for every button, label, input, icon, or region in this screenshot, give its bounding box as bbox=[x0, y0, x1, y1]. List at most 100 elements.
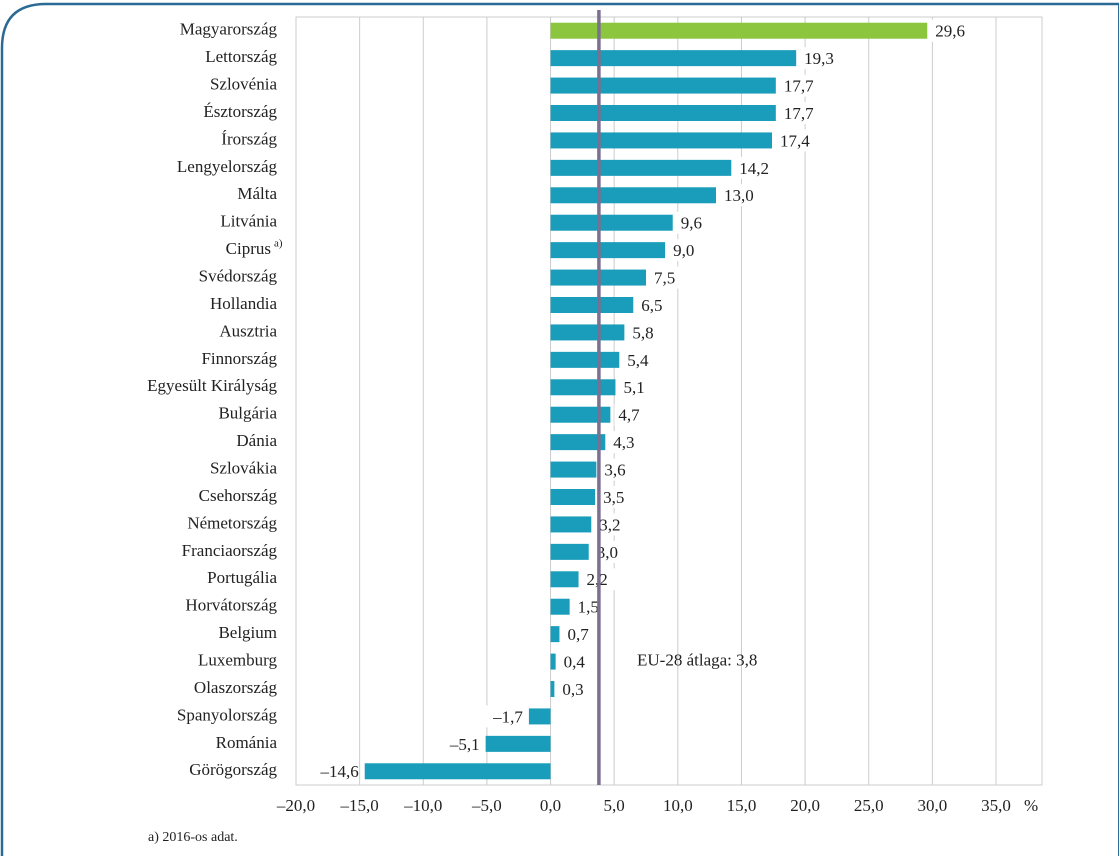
y-tick-label: Csehország bbox=[199, 486, 278, 505]
y-tick-label: Finnország bbox=[201, 349, 277, 368]
value-label: 9,0 bbox=[673, 241, 694, 260]
x-tick-label: –10,0 bbox=[403, 796, 442, 815]
bar bbox=[364, 763, 551, 780]
value-label: 9,6 bbox=[681, 214, 702, 233]
value-label-bg bbox=[669, 239, 708, 262]
value-label: 3,0 bbox=[597, 543, 618, 562]
x-tick-label: 30,0 bbox=[917, 796, 947, 815]
value-label: 29,6 bbox=[935, 22, 965, 41]
bar bbox=[550, 187, 716, 204]
y-tick-label: Svédország bbox=[199, 266, 278, 285]
value-label: 17,7 bbox=[784, 76, 814, 95]
value-label-bg bbox=[439, 732, 478, 755]
bar bbox=[550, 132, 772, 149]
value-label-bg bbox=[599, 486, 638, 508]
bar bbox=[550, 681, 555, 697]
y-tick-label: Szlovénia bbox=[210, 74, 277, 93]
x-tick-label: 25,0 bbox=[854, 796, 884, 815]
y-tick-label: Franciaország bbox=[182, 541, 278, 560]
value-label-bg bbox=[931, 19, 980, 42]
x-tick-label: 15,0 bbox=[727, 796, 757, 815]
value-label: 17,4 bbox=[780, 131, 810, 150]
value-label: 17,7 bbox=[784, 104, 814, 123]
bar bbox=[550, 543, 589, 560]
bar bbox=[550, 351, 620, 368]
category-note: a) bbox=[274, 238, 283, 250]
value-label-bg bbox=[637, 294, 676, 316]
x-tick-label: 5,0 bbox=[604, 796, 625, 815]
value-label-bg bbox=[609, 431, 648, 454]
value-label-bg bbox=[776, 129, 824, 152]
value-label: 3,2 bbox=[599, 515, 620, 534]
value-label: 3,6 bbox=[604, 460, 625, 479]
value-label-bg bbox=[563, 623, 602, 646]
y-tick-label: Hollandia bbox=[210, 294, 277, 313]
x-tick-label: 20,0 bbox=[790, 796, 820, 815]
bar bbox=[550, 434, 606, 451]
y-tick-label: Portugália bbox=[207, 568, 277, 587]
y-tick-label: Luxemburg bbox=[198, 650, 278, 669]
bar bbox=[550, 105, 776, 121]
bar bbox=[550, 77, 776, 94]
y-tick-label: Dánia bbox=[236, 431, 277, 450]
bar bbox=[550, 571, 579, 588]
y-tick-label: Egyesült Királyság bbox=[147, 376, 277, 395]
y-tick-label: Spanyolország bbox=[177, 705, 278, 724]
value-label-bg bbox=[619, 376, 658, 399]
value-label-bg bbox=[628, 321, 667, 344]
y-tick-label: Belgium bbox=[218, 623, 277, 642]
y-tick-label: Olaszország bbox=[194, 678, 278, 697]
reference-label: EU-28 átlaga: 3,8 bbox=[637, 650, 757, 669]
value-label: –14,6 bbox=[319, 762, 358, 781]
y-tick-label: Málta bbox=[237, 184, 277, 203]
value-label: 5,1 bbox=[623, 378, 644, 397]
bar bbox=[550, 214, 673, 231]
value-label-bg bbox=[735, 156, 784, 179]
y-tick-label: Görögország bbox=[189, 760, 277, 779]
value-label: 1,5 bbox=[578, 598, 599, 617]
value-label-bg bbox=[720, 184, 768, 207]
value-label: –5,1 bbox=[449, 735, 480, 754]
value-label-bg bbox=[592, 540, 631, 563]
y-tick-label: Litvánia bbox=[220, 212, 277, 231]
y-tick-label: Írország bbox=[221, 129, 277, 148]
value-label: 13,0 bbox=[724, 186, 754, 205]
bar bbox=[550, 242, 666, 259]
value-label: 6,5 bbox=[641, 296, 662, 315]
bar bbox=[550, 297, 634, 313]
value-label: 3,5 bbox=[603, 488, 624, 507]
value-label-bg bbox=[650, 266, 688, 289]
bar bbox=[485, 735, 551, 752]
value-label-bg bbox=[482, 705, 521, 728]
value-label-bg bbox=[558, 678, 597, 700]
value-label: 5,8 bbox=[632, 323, 653, 342]
x-tick-label: 0,0 bbox=[540, 796, 561, 815]
bar bbox=[550, 461, 597, 478]
value-label-bg bbox=[676, 211, 715, 234]
value-label: 7,5 bbox=[654, 268, 675, 287]
bar bbox=[550, 50, 797, 67]
y-tick-label: Magyarország bbox=[180, 20, 278, 39]
y-tick-label: Lengyelország bbox=[177, 157, 278, 176]
value-label-bg bbox=[779, 102, 828, 124]
bar bbox=[550, 22, 928, 39]
x-unit: % bbox=[1024, 796, 1038, 815]
bar bbox=[550, 379, 616, 396]
value-label-bg bbox=[582, 568, 621, 591]
bar bbox=[550, 626, 560, 643]
value-label: 19,3 bbox=[804, 49, 834, 68]
value-label: 4,3 bbox=[613, 433, 634, 452]
bar bbox=[550, 653, 556, 670]
value-label: 0,4 bbox=[564, 652, 586, 671]
value-label-bg bbox=[600, 458, 639, 481]
x-tick-label: 35,0 bbox=[981, 796, 1011, 815]
value-label: 14,2 bbox=[739, 159, 769, 178]
bar bbox=[528, 708, 551, 725]
bar bbox=[550, 159, 732, 176]
x-tick-label: –15,0 bbox=[340, 796, 379, 815]
value-label-bg bbox=[623, 348, 662, 371]
y-tick-label: Románia bbox=[216, 733, 278, 752]
bar bbox=[550, 489, 596, 505]
value-label-bg bbox=[779, 74, 828, 97]
